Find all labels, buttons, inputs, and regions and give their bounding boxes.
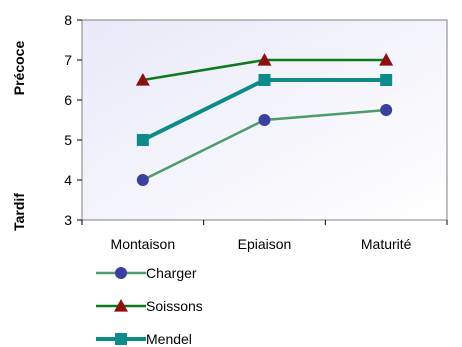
legend-label: Charger	[146, 265, 197, 281]
data-point	[136, 174, 149, 186]
series-mendel	[136, 74, 393, 146]
series-layer	[135, 53, 394, 186]
y-annotation-bottom: Tardif	[11, 193, 27, 231]
data-point	[257, 53, 272, 66]
data-point	[136, 134, 149, 146]
legend-marker	[115, 267, 127, 279]
data-point	[379, 53, 394, 66]
legend-marker	[115, 333, 127, 345]
data-point	[258, 74, 271, 86]
series-charger	[136, 104, 393, 186]
x-tick-label: Epiaison	[238, 236, 292, 252]
legend-label: Mendel	[146, 331, 192, 347]
data-point	[380, 74, 393, 86]
y-tick-label: 4	[64, 172, 72, 188]
legend: Charger Soissons Mendel	[96, 265, 203, 347]
legend-item-mendel: Mendel	[96, 331, 192, 347]
data-point	[258, 114, 271, 126]
y-tick-label: 3	[64, 212, 72, 228]
x-axis: Montaison Epiaison Maturité	[81, 220, 448, 252]
y-tick-label: 6	[64, 92, 72, 108]
y-tick-label: 5	[64, 132, 72, 148]
y-tick-label: 8	[64, 12, 72, 28]
data-point	[380, 104, 393, 116]
series-soissons	[135, 53, 394, 86]
legend-item-soissons: Soissons	[96, 298, 203, 314]
y-axis: 3 4 5 6 7 8	[64, 12, 82, 228]
x-tick-label: Montaison	[111, 236, 176, 252]
y-tick-label: 7	[64, 52, 72, 68]
data-point	[135, 73, 150, 86]
legend-label: Soissons	[146, 298, 203, 314]
legend-item-charger: Charger	[96, 265, 197, 281]
legend-marker	[114, 299, 128, 312]
y-annotation-top: Précoce	[11, 41, 27, 96]
x-tick-label: Maturité	[361, 236, 412, 252]
